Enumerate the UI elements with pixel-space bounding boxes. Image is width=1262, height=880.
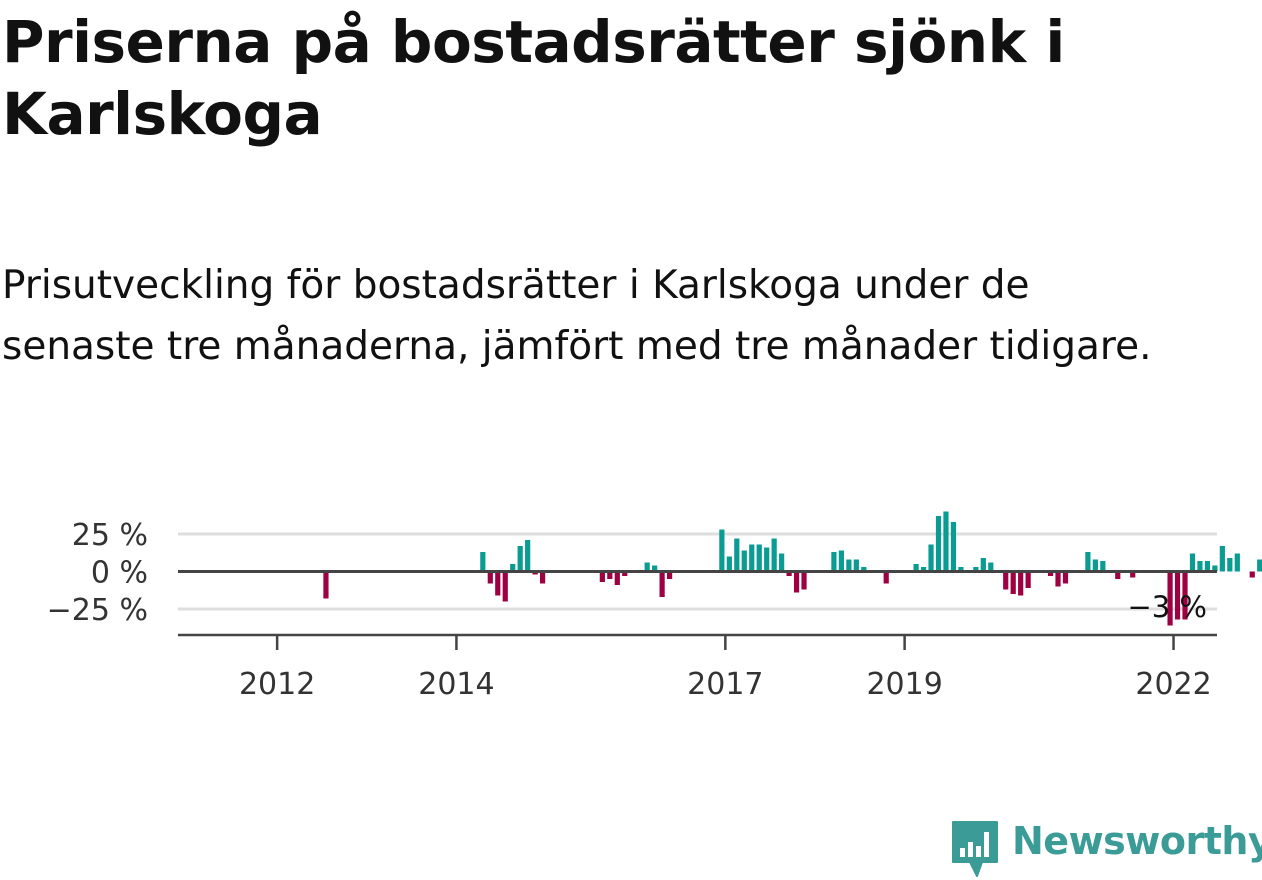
bar xyxy=(1085,552,1091,572)
bar xyxy=(801,571,807,590)
bar xyxy=(1189,553,1196,572)
bar xyxy=(517,546,523,572)
bar xyxy=(1100,561,1106,572)
chart-title: Priserna på bostadsrätter sjönk i Karlsk… xyxy=(2,8,1065,148)
bar xyxy=(771,538,777,572)
bar xyxy=(1174,571,1181,620)
x-axis-ticks: 201220142017201920222024 xyxy=(239,635,1212,700)
bar xyxy=(838,550,844,572)
bar xyxy=(1234,553,1240,572)
bar xyxy=(883,571,889,584)
chart-gridlines xyxy=(178,532,1217,611)
bar xyxy=(786,571,792,576)
bar xyxy=(622,571,628,576)
bar xyxy=(958,567,964,572)
x-tick-label: 2014 xyxy=(418,667,494,700)
bar xyxy=(539,571,546,584)
newsworthy-logo-icon xyxy=(952,821,998,877)
bar xyxy=(1227,558,1233,572)
bar xyxy=(928,544,934,572)
bar xyxy=(764,547,770,572)
chart-subtitle: Prisutveckling för bostadsrätter i Karls… xyxy=(2,263,1152,369)
bar xyxy=(652,565,658,572)
bar xyxy=(1115,571,1121,579)
bar xyxy=(831,552,837,572)
y-tick-label: −25 % xyxy=(47,593,148,628)
bar xyxy=(1055,571,1061,587)
bar xyxy=(950,522,957,572)
bar xyxy=(943,511,949,572)
bar xyxy=(1204,561,1211,572)
bar xyxy=(719,529,725,572)
y-tick-label: 25 % xyxy=(72,518,148,553)
bar xyxy=(487,571,493,584)
brand-name: Newsworthy xyxy=(1012,819,1262,863)
x-tick-label: 2017 xyxy=(687,667,763,700)
bar xyxy=(913,564,919,572)
bar xyxy=(846,559,852,572)
bar xyxy=(599,571,605,582)
bar xyxy=(323,571,329,599)
bar xyxy=(1047,571,1054,576)
bar xyxy=(510,564,516,572)
bar xyxy=(756,544,762,572)
bar xyxy=(614,571,620,585)
bar xyxy=(644,562,650,572)
newsworthy-logo: Newsworthy xyxy=(950,818,1262,880)
bar xyxy=(1003,571,1009,590)
bar xyxy=(480,552,486,572)
bar xyxy=(935,516,942,572)
price-change-bar-chart: 25 %0 %−25 % 201220142017201920222024 −3… xyxy=(47,511,1262,700)
bar xyxy=(1219,546,1225,572)
bar xyxy=(779,553,785,572)
bar xyxy=(659,571,665,597)
bar xyxy=(607,571,613,579)
y-tick-label: 0 % xyxy=(91,556,148,591)
bar xyxy=(861,567,867,572)
bar xyxy=(920,567,927,572)
bar xyxy=(726,556,732,572)
bar xyxy=(1167,571,1173,626)
bar xyxy=(1062,571,1069,584)
bar xyxy=(1257,559,1262,572)
bar xyxy=(1092,559,1098,572)
bar xyxy=(502,571,508,602)
bar xyxy=(1249,571,1255,578)
bar xyxy=(988,562,994,572)
x-tick-label: 2012 xyxy=(239,667,315,700)
x-tick-label: 2022 xyxy=(1135,667,1211,700)
bar xyxy=(1130,571,1136,578)
bar xyxy=(525,540,531,572)
bar xyxy=(1182,571,1188,620)
bar xyxy=(495,571,501,596)
bar xyxy=(980,558,986,572)
chart-bars xyxy=(323,511,1262,626)
bar xyxy=(1018,571,1024,596)
bar xyxy=(973,567,979,572)
bar xyxy=(749,544,755,572)
last-value-label: −3 % xyxy=(1127,590,1207,624)
bar xyxy=(1010,571,1016,594)
bar xyxy=(793,571,800,593)
bar xyxy=(1025,571,1031,588)
bar xyxy=(853,559,859,572)
bar xyxy=(734,538,740,572)
y-axis-labels: 25 %0 %−25 % xyxy=(47,518,148,628)
bar xyxy=(741,550,747,572)
bar xyxy=(666,571,673,579)
x-tick-label: 2019 xyxy=(866,667,942,700)
bar xyxy=(1197,561,1203,572)
bar xyxy=(1212,565,1218,572)
